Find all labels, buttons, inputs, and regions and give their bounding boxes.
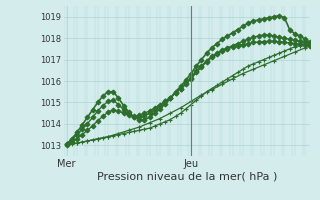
X-axis label: Pression niveau de la mer( hPa ): Pression niveau de la mer( hPa ): [97, 172, 277, 182]
